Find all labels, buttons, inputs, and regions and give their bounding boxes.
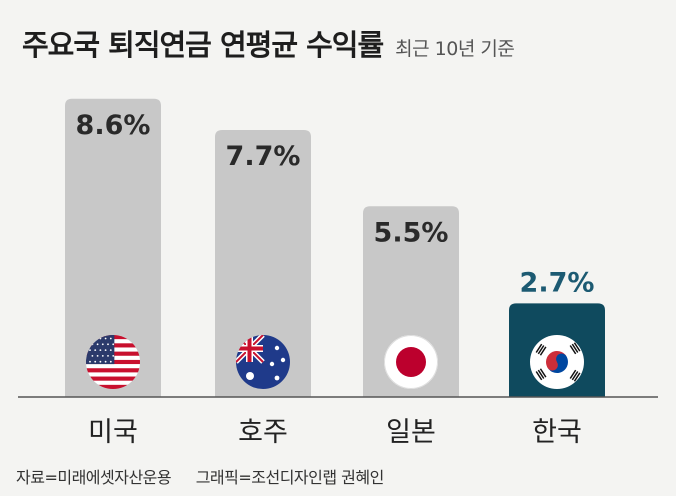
footer: 자료=미래에셋자산운용 그래픽=조선디자인랩 권혜인 <box>16 464 404 488</box>
title-row: 주요국 퇴직연금 연평균 수익률 최근 10년 기준 <box>22 22 515 64</box>
bar-미국 <box>65 98 161 397</box>
graphic-credit: 그래픽=조선디자인랩 권혜인 <box>195 468 385 487</box>
korea-flag-icon <box>530 335 584 389</box>
us-flag-icon <box>86 335 140 389</box>
source-credit: 자료=미래에셋자산운용 <box>16 468 172 487</box>
japan-flag-icon <box>384 335 438 389</box>
category-label: 일본 <box>386 417 436 448</box>
category-label: 한국 <box>532 417 582 448</box>
value-label: 5.5% <box>374 217 449 248</box>
value-label: 7.7% <box>226 141 301 172</box>
category-label: 미국 <box>88 417 138 448</box>
bar-일본 <box>363 206 459 397</box>
bar-호주 <box>215 130 311 397</box>
value-label: 8.6% <box>76 110 151 141</box>
category-label: 호주 <box>238 417 288 448</box>
chart-subtitle: 최근 10년 기준 <box>395 38 515 60</box>
australia-flag-icon <box>236 335 290 389</box>
value-label: 2.7% <box>520 267 595 298</box>
chart-title: 주요국 퇴직연금 연평균 수익률 <box>22 28 384 62</box>
